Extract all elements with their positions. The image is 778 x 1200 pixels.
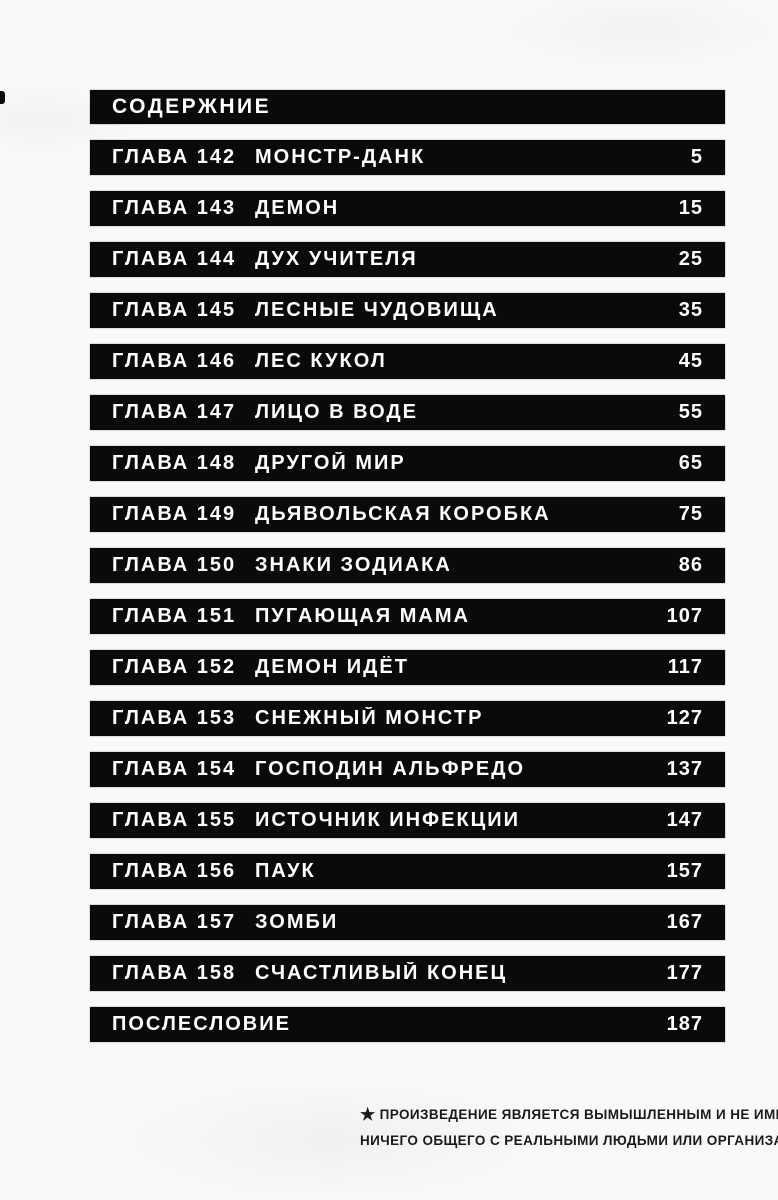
page-title: СОДЕРЖНИЕ — [112, 95, 272, 118]
toc-page-number: 117 — [667, 656, 703, 678]
toc-entry-title: ПАУК — [255, 860, 316, 882]
toc-row: ГЛАВА 158 СЧАСТЛИВЫЙ КОНЕЦ 177 — [90, 956, 725, 991]
toc-row: ГЛАВА 148 ДРУГОЙ МИР 65 — [90, 446, 725, 481]
toc-page-number: 45 — [678, 350, 703, 372]
toc-entry-title: МОНСТР-ДАНК — [255, 146, 426, 168]
toc-chapter-label: ГЛАВА 156 — [112, 860, 237, 882]
toc-row: ГЛАВА 147 ЛИЦО В ВОДЕ 55 — [90, 395, 725, 430]
toc-page-number: 25 — [678, 248, 703, 270]
toc-row: ГЛАВА 157 ЗОМБИ 167 — [90, 905, 725, 940]
toc-row: ГЛАВА 149 ДЬЯВОЛЬСКАЯ КОРОБКА 75 — [90, 497, 725, 532]
toc-row: ГЛАВА 155 ИСТОЧНИК ИНФЕКЦИИ 147 — [90, 803, 725, 838]
toc-entry-title: ДЕМОН — [255, 197, 340, 219]
toc-page-number: 107 — [666, 605, 703, 627]
toc-chapter-label: ГЛАВА 144 — [112, 248, 237, 270]
toc-entry-title: ЗОМБИ — [255, 911, 339, 933]
toc-chapter-label: ГЛАВА 152 — [112, 656, 237, 678]
toc-chapter-label: ГЛАВА 157 — [112, 911, 237, 933]
toc-row: ГЛАВА 151 ПУГАЮЩАЯ МАМА 107 — [90, 599, 725, 634]
toc-entry-title: ДЬЯВОЛЬСКАЯ КОРОБКА — [255, 503, 551, 525]
toc-page-number: 127 — [666, 707, 703, 729]
scan-artifact — [0, 91, 5, 104]
toc-page-number: 137 — [666, 758, 703, 780]
toc-chapter-label: ГЛАВА 154 — [112, 758, 237, 780]
toc-page-number: 177 — [666, 962, 703, 984]
toc-page-number: 157 — [666, 860, 703, 882]
toc-chapter-label: ГЛАВА 151 — [112, 605, 237, 627]
toc-chapter-label: ГЛАВА 142 — [112, 146, 237, 168]
toc-row: ПОСЛЕСЛОВИЕ 187 — [90, 1007, 725, 1042]
toc-entry-title: ГОСПОДИН АЛЬФРЕДО — [255, 758, 526, 780]
disclaimer-line-2: НИЧЕГО ОБЩЕГО С РЕАЛЬНЫМИ ЛЮДЬМИ ИЛИ ОРГ… — [360, 1133, 778, 1148]
toc-entry-title: ПОСЛЕСЛОВИЕ — [112, 1013, 291, 1035]
toc-row: ГЛАВА 150 ЗНАКИ ЗОДИАКА 86 — [90, 548, 725, 583]
toc-entry-title: ИСТОЧНИК ИНФЕКЦИИ — [255, 809, 521, 831]
toc-entry-title: ЗНАКИ ЗОДИАКА — [255, 554, 452, 576]
toc-page-number: 35 — [678, 299, 703, 321]
toc-entry-title: СНЕЖНЫЙ МОНСТР — [255, 707, 484, 729]
toc-page-number: 15 — [678, 197, 703, 219]
toc-list: ГЛАВА 142 МОНСТР-ДАНК 5 ГЛАВА 143 ДЕМОН … — [90, 140, 725, 1042]
toc-row: ГЛАВА 153 СНЕЖНЫЙ МОНСТР 127 — [90, 701, 725, 736]
toc-entry-title: ДРУГОЙ МИР — [255, 452, 406, 474]
toc-entry-title: ЛЕСНЫЕ ЧУДОВИЩА — [255, 299, 499, 321]
toc-row: ГЛАВА 154 ГОСПОДИН АЛЬФРЕДО 137 — [90, 752, 725, 787]
toc-entry-title: ДЕМОН ИДЁТ — [255, 656, 410, 678]
toc-row: ГЛАВА 145 ЛЕСНЫЕ ЧУДОВИЩА 35 — [90, 293, 725, 328]
toc-page-number: 147 — [666, 809, 703, 831]
toc-row: ГЛАВА 142 МОНСТР-ДАНК 5 — [90, 140, 725, 175]
toc-page-number: 5 — [690, 146, 703, 168]
toc-entry-title: ПУГАЮЩАЯ МАМА — [255, 605, 470, 627]
toc-page-number: 65 — [678, 452, 703, 474]
toc-entry-title: ЛЕС КУКОЛ — [255, 350, 387, 372]
disclaimer-note: ★ ПРОИЗВЕДЕНИЕ ЯВЛЯЕТСЯ ВЫМЫШЛЕННЫМ И НЕ … — [360, 1102, 778, 1154]
toc-page-number: 86 — [678, 554, 703, 576]
toc-row: ГЛАВА 143 ДЕМОН 15 — [90, 191, 725, 226]
toc-row: ГЛАВА 152 ДЕМОН ИДЁТ 117 — [90, 650, 725, 685]
toc-chapter-label: ГЛАВА 158 — [112, 962, 237, 984]
page-title-bar: СОДЕРЖНИЕ — [90, 90, 725, 124]
toc-chapter-label: ГЛАВА 143 — [112, 197, 237, 219]
toc-chapter-label: ГЛАВА 149 — [112, 503, 237, 525]
toc-chapter-label: ГЛАВА 147 — [112, 401, 237, 423]
toc-page-number: 75 — [678, 503, 703, 525]
disclaimer-text-1: ПРОИЗВЕДЕНИЕ ЯВЛЯЕТСЯ ВЫМЫШЛЕННЫМ И НЕ И… — [379, 1107, 778, 1122]
toc-entry-title: СЧАСТЛИВЫЙ КОНЕЦ — [255, 962, 508, 984]
toc-row: ГЛАВА 144 ДУХ УЧИТЕЛЯ 25 — [90, 242, 725, 277]
toc-chapter-label: ГЛАВА 146 — [112, 350, 237, 372]
toc-chapter-label: ГЛАВА 150 — [112, 554, 237, 576]
toc-chapter-label: ГЛАВА 148 — [112, 452, 237, 474]
toc-content: СОДЕРЖНИЕ ГЛАВА 142 МОНСТР-ДАНК 5 ГЛАВА … — [90, 90, 725, 1042]
toc-entry-title: ДУХ УЧИТЕЛЯ — [255, 248, 418, 270]
toc-chapter-label: ГЛАВА 153 — [112, 707, 237, 729]
toc-page-number: 187 — [666, 1013, 703, 1035]
toc-row: ГЛАВА 146 ЛЕС КУКОЛ 45 — [90, 344, 725, 379]
toc-page-number: 55 — [678, 401, 703, 423]
toc-chapter-label: ГЛАВА 145 — [112, 299, 237, 321]
star-icon: ★ — [360, 1105, 376, 1124]
toc-entry-title: ЛИЦО В ВОДЕ — [255, 401, 418, 423]
toc-page-number: 167 — [666, 911, 703, 933]
toc-chapter-label: ГЛАВА 155 — [112, 809, 237, 831]
toc-row: ГЛАВА 156 ПАУК 157 — [90, 854, 725, 889]
disclaimer-line-1: ★ ПРОИЗВЕДЕНИЕ ЯВЛЯЕТСЯ ВЫМЫШЛЕННЫМ И НЕ … — [360, 1102, 778, 1128]
